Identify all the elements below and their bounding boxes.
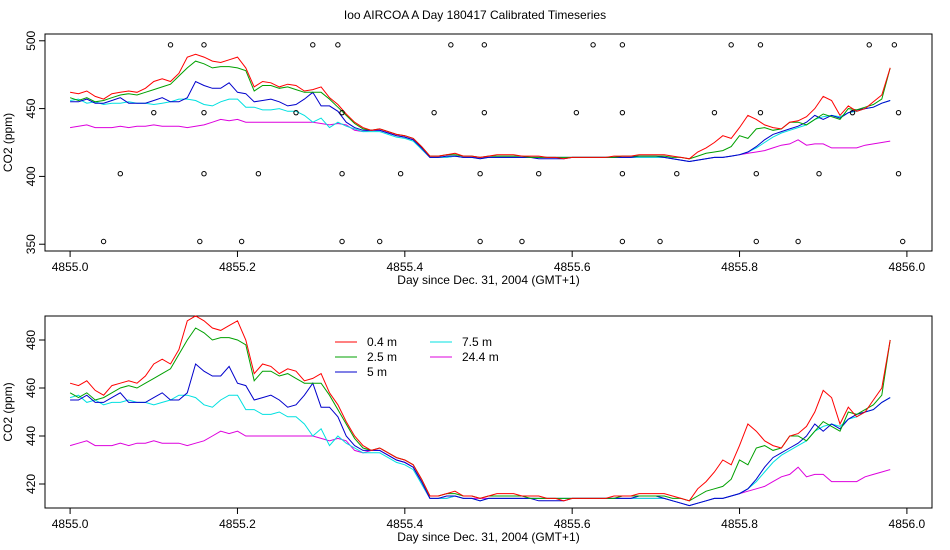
scatter-point [757,109,764,116]
x-tick-label: 4855.4 [386,517,423,531]
page-title: Ioo AIRCOA A Day 180417 Calibrated Times… [343,8,607,22]
scatter-point [900,238,906,245]
x-tick-label: 4855.8 [721,517,758,531]
scatter-point [255,170,262,177]
x-tick-label: 4855.2 [219,517,256,531]
y-axis-label: CO2 (ppm) [1,113,15,172]
scatter-point [477,170,483,177]
scatter-point [590,42,596,48]
scatter-point [757,42,764,48]
scatter-point [448,42,454,48]
scatter-point [100,238,107,245]
scatter-point [619,238,626,245]
series-line-2-5-m [69,60,891,160]
y-tick-label: 480 [24,330,38,350]
scatter-point [397,170,404,177]
x-axis-label: Day since Dec. 31, 2004 (GMT+1) [397,273,579,287]
scatter-point [619,109,626,116]
y-tick-label: 450 [24,98,38,118]
scatter-point [619,42,626,48]
plot-frame-1 [44,33,933,252]
scatter-point [238,238,245,245]
y-tick-label: 500 [24,30,38,50]
x-tick-label: 4855.0 [52,260,89,274]
scatter-point [519,238,525,245]
scatter-point [377,238,383,245]
scatter-point [657,238,663,245]
legend-label: 0.4 m [367,335,397,349]
x-tick-label: 4856.0 [889,260,926,274]
scatter-point [151,109,157,116]
scatter-point [816,170,822,177]
scatter-point [310,42,316,48]
scatter-point [335,42,341,48]
scatter-point [728,42,734,48]
scatter-point [339,109,345,116]
scatter-point [711,109,718,116]
plot-frame-2 [44,315,933,509]
series-line-5-m [70,363,891,507]
x-tick-label: 4855.6 [554,260,591,274]
x-tick-label: 4856.0 [889,517,926,531]
y-axis-label: CO2 (ppm) [1,382,15,441]
series-line-7-5-m [69,394,891,507]
series-line-7-5-m [70,98,891,163]
legend-label: 2.5 m [367,350,397,364]
scatter-point [293,109,299,116]
scatter-point [477,238,483,245]
scatter-point [674,170,680,177]
scatter-point [481,42,488,48]
y-tick-label: 420 [24,474,38,494]
series-line-0-4-m [69,315,891,502]
x-tick-label: 4855.2 [219,260,256,274]
scatter-point [339,170,345,177]
scatter-point [895,170,902,177]
scatter-point [753,170,759,177]
y-tick-label: 460 [24,378,38,398]
scatter-point [536,170,542,177]
scatter-point [167,42,174,48]
x-tick-label: 4855.0 [52,517,89,531]
y-tick-label: 440 [24,426,38,446]
scatter-point [795,238,801,245]
scatter-point [866,42,872,48]
scatter-point [339,238,345,245]
scatter-point [481,109,488,116]
scatter-point [117,170,124,177]
x-tick-label: 4855.6 [554,517,591,531]
scatter-point [197,238,203,245]
series-line-0-4-m [70,53,891,160]
scatter-point [753,238,759,245]
scatter-point [891,42,898,48]
y-tick-label: 400 [24,166,38,186]
series-line-5-m [70,80,891,163]
legend-label: 5 m [367,365,387,379]
x-tick-label: 4855.4 [386,260,423,274]
scatter-point [895,109,902,116]
scatter-point [431,109,437,116]
scatter-point [201,109,207,116]
scatter-point [573,109,580,116]
scatter-point [849,109,856,116]
scatter-point [619,170,626,177]
x-tick-label: 4855.8 [721,260,758,274]
scatter-point [201,42,207,48]
y-tick-label: 350 [24,234,38,254]
legend-label: 7.5 m [462,335,492,349]
scatter-point [201,170,207,177]
legend-label: 24.4 m [462,350,499,364]
x-axis-label: Day since Dec. 31, 2004 (GMT+1) [397,530,579,544]
